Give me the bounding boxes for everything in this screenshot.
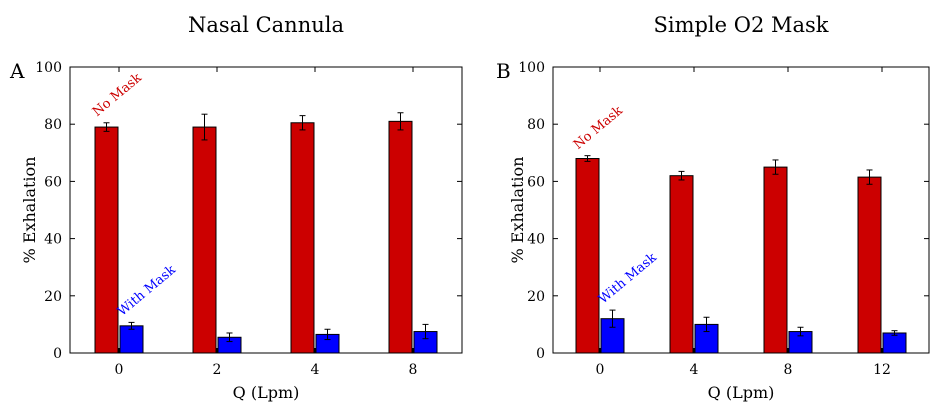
- x-tick-label: 4: [690, 362, 699, 378]
- series-annotation: With Mask: [596, 250, 660, 307]
- x-tick-label: 8: [409, 362, 418, 378]
- bar: [857, 176, 882, 354]
- x-tick-label: 12: [873, 362, 891, 378]
- y-tick-label: 100: [518, 60, 545, 76]
- bar: [290, 122, 315, 354]
- panel-label: A: [9, 59, 25, 83]
- chart-title: Simple O2 Mask: [653, 13, 828, 37]
- bar: [669, 175, 694, 354]
- series-annotation: With Mask: [115, 262, 179, 319]
- chart-title: Nasal Cannula: [188, 13, 344, 37]
- bar: [575, 158, 600, 354]
- y-tick-label: 0: [53, 346, 62, 362]
- plot-area: 0 20 40 60 80 100 0 2 4 8 No Mask With Mask: [35, 60, 463, 378]
- y-tick-label: 40: [527, 232, 545, 248]
- plot-area: 0 20 40 60 80 100 0 4 8 12 No Mask With Mask: [518, 60, 930, 378]
- x-tick-label: 0: [596, 362, 605, 378]
- bar: [94, 126, 119, 354]
- y-tick-label: 20: [44, 289, 62, 305]
- bar: [388, 120, 413, 354]
- y-tick-label: 100: [35, 60, 62, 76]
- x-axis-label: Q (Lpm): [708, 383, 775, 402]
- panel-label: B: [496, 59, 511, 83]
- panel-b: Simple O2 Mask B 0 20 40 60 80 100 0 4 8 12 No Mas…: [496, 13, 930, 402]
- bar: [763, 166, 788, 354]
- bar: [119, 325, 144, 354]
- y-tick-label: 40: [44, 232, 62, 248]
- y-axis-label: % Exhalation: [20, 157, 39, 264]
- bar: [192, 126, 217, 354]
- series-annotation: No Mask: [90, 70, 145, 119]
- y-tick-label: 80: [527, 117, 545, 133]
- y-tick-label: 0: [536, 346, 545, 362]
- x-tick-label: 4: [311, 362, 320, 378]
- bar: [882, 332, 907, 354]
- x-tick-label: 8: [784, 362, 793, 378]
- panel-a: Nasal Cannula A 0 20 40 60 80 100 0 2 4 8 No Mask W…: [9, 13, 463, 402]
- y-tick-label: 60: [44, 174, 62, 190]
- axes-frame: [552, 66, 930, 354]
- axes-frame: [69, 66, 463, 354]
- x-axis-label: Q (Lpm): [233, 383, 300, 402]
- y-axis-label: % Exhalation: [508, 157, 527, 264]
- y-tick-label: 80: [44, 117, 62, 133]
- y-tick-label: 60: [527, 174, 545, 190]
- x-tick-label: 0: [115, 362, 124, 378]
- x-tick-label: 2: [213, 362, 222, 378]
- series-annotation: No Mask: [571, 103, 626, 152]
- y-tick-label: 20: [527, 289, 545, 305]
